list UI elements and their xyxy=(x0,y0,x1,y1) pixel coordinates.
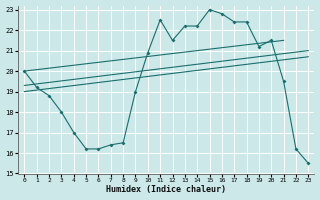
X-axis label: Humidex (Indice chaleur): Humidex (Indice chaleur) xyxy=(106,185,226,194)
